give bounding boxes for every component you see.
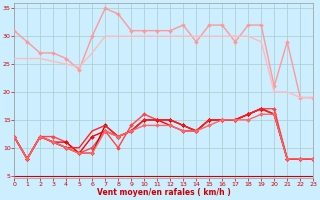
X-axis label: Vent moyen/en rafales ( km/h ): Vent moyen/en rafales ( km/h ) (97, 188, 230, 197)
